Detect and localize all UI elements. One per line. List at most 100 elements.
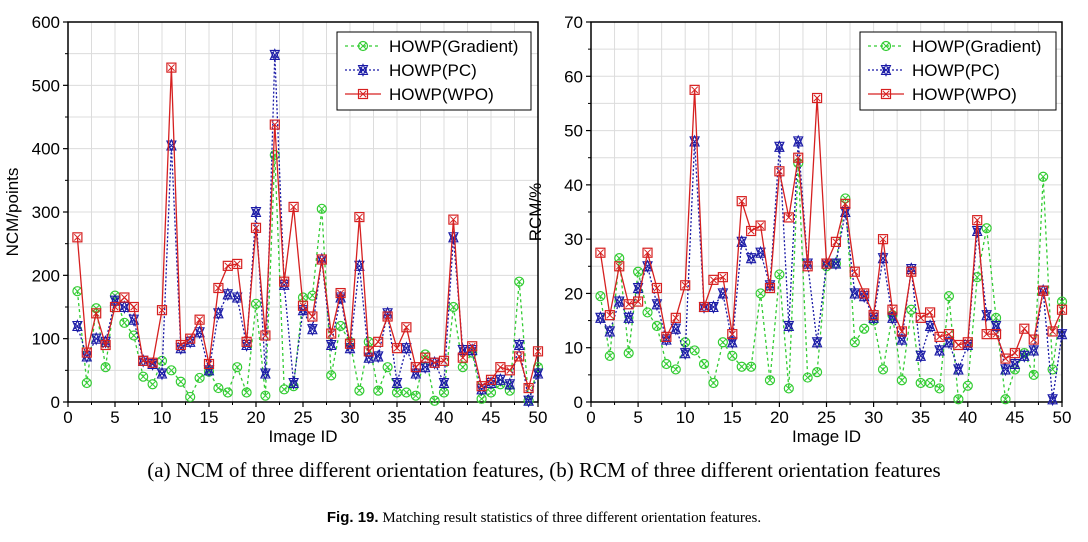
x-tick-label: 5: [110, 408, 119, 427]
data-point: [504, 365, 515, 376]
y-axis-label: NCM/points: [3, 168, 22, 257]
data-point: [915, 312, 926, 323]
data-point: [354, 258, 365, 273]
data-point: [727, 329, 738, 340]
data-point: [840, 193, 851, 204]
data-point: [81, 377, 92, 389]
legend-marker: [357, 40, 369, 52]
data-point: [373, 336, 384, 347]
x-tick-label: 45: [482, 408, 501, 427]
x-tick-label: 35: [388, 408, 407, 427]
x-tick-label: 50: [529, 408, 548, 427]
x-tick-label: 30: [864, 408, 883, 427]
data-point: [755, 288, 766, 299]
legend: HOWP(Gradient) HOWP(PC) HOWP(WPO): [859, 31, 1057, 111]
data-point: [128, 301, 139, 313]
x-axis-label: Image ID: [269, 427, 338, 446]
data-point: [811, 335, 823, 350]
data-point: [72, 286, 83, 297]
data-point: [1000, 353, 1011, 364]
data-point: [185, 391, 196, 403]
data-point: [354, 385, 365, 396]
data-point: [419, 360, 431, 375]
data-point: [288, 376, 299, 390]
series-line: [599, 89, 1063, 360]
data-point: [915, 349, 927, 363]
data-point: [792, 134, 804, 149]
series-3: [72, 62, 544, 394]
data-point: [849, 337, 860, 348]
data-point: [401, 322, 412, 333]
data-point: [467, 341, 478, 352]
data-point: [849, 286, 861, 301]
data-point: [72, 319, 83, 333]
data-point: [325, 338, 337, 352]
sub-caption: (a) NCM of three different orientation f…: [147, 458, 941, 482]
legend-label: HOWP(WPO): [912, 85, 1017, 104]
data-point: [372, 349, 384, 364]
data-point: [604, 350, 615, 361]
data-point: [670, 321, 682, 336]
data-point: [297, 300, 309, 311]
data-point: [934, 383, 945, 394]
y-tick-label: 10: [564, 339, 583, 358]
data-point: [764, 282, 776, 294]
legend-marker: [880, 88, 892, 100]
chart-ncm: 0 5 10 15 20 25 30 35 40 45 500100200300400500600I…: [3, 13, 547, 446]
y-tick-label: 70: [564, 13, 583, 32]
data-point: [354, 211, 365, 223]
x-tick-label: 40: [958, 408, 977, 427]
data-point: [717, 337, 728, 348]
data-point: [802, 261, 813, 272]
data-point: [1047, 392, 1058, 407]
x-tick-label: 10: [153, 408, 172, 427]
data-point: [147, 379, 158, 390]
data-point: [670, 364, 681, 375]
legend-label: HOWP(Gradient): [389, 37, 518, 56]
data-point: [326, 370, 337, 381]
data-point: [448, 230, 459, 245]
data-point: [156, 305, 168, 316]
x-tick-label: 35: [911, 408, 930, 427]
data-point: [1000, 394, 1011, 405]
data-point: [661, 358, 672, 370]
data-point: [119, 317, 130, 328]
data-point: [513, 338, 525, 352]
data-point: [745, 251, 757, 265]
data-point: [990, 312, 1002, 323]
data-point: [774, 140, 785, 154]
y-tick-label: 600: [32, 13, 60, 32]
data-point: [595, 311, 606, 325]
y-tick-label: 0: [574, 393, 583, 412]
data-point: [934, 331, 945, 342]
data-point: [288, 201, 299, 213]
data-point: [661, 331, 672, 342]
data-point: [1009, 348, 1021, 359]
data-point: [279, 384, 290, 395]
data-point: [222, 387, 233, 398]
data-point: [906, 304, 917, 315]
y-tick-label: 200: [32, 266, 60, 285]
data-point: [166, 365, 177, 376]
data-point: [316, 203, 327, 214]
data-point: [391, 376, 403, 390]
data-point: [642, 307, 653, 318]
legend-box: [336, 31, 532, 111]
series-line: [599, 163, 1063, 402]
x-tick-label: 50: [1053, 408, 1072, 427]
x-tick-label: 25: [817, 408, 836, 427]
x-tick-label: 5: [633, 408, 642, 427]
x-tick-label: 20: [247, 408, 266, 427]
data-point: [495, 372, 506, 387]
data-point: [783, 212, 794, 223]
data-point: [410, 390, 421, 401]
data-point: [830, 236, 842, 247]
data-point: [1056, 296, 1068, 307]
data-point: [476, 381, 487, 392]
data-point: [523, 393, 534, 408]
data-point: [783, 319, 795, 333]
data-point: [943, 291, 955, 302]
legend-marker: [880, 40, 892, 52]
data-point: [613, 294, 625, 309]
y-tick-label: 50: [564, 122, 583, 141]
